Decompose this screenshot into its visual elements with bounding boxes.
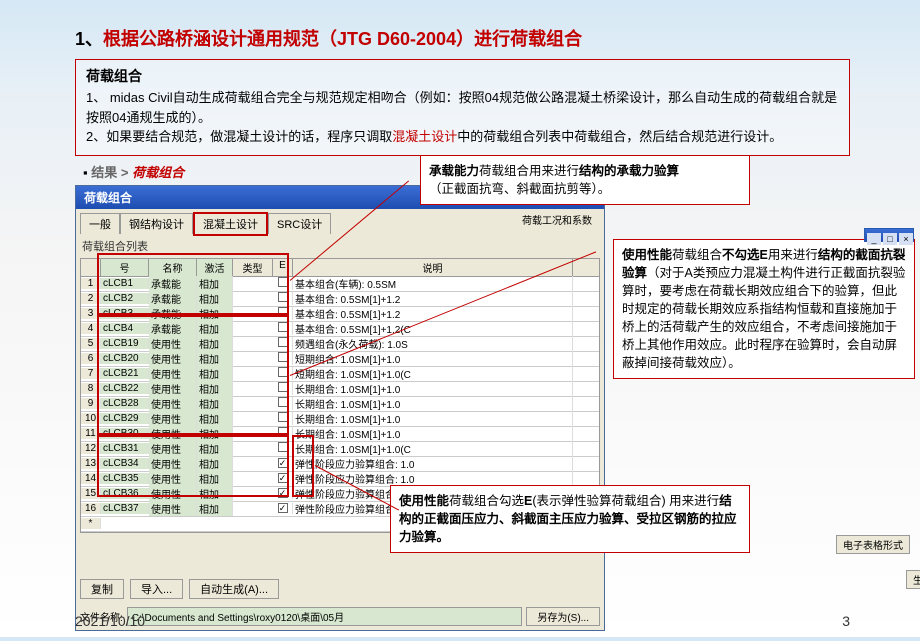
- copy-button[interactable]: 复制: [80, 579, 124, 599]
- callout-1: 承载能力荷载组合用来进行结构的承载力验算（正截面抗弯、斜截面抗剪等）。: [420, 155, 750, 205]
- table-row[interactable]: 2cLCB2承载能相加基本组合: 0.5SM[1]+1.2: [81, 292, 599, 307]
- table-row[interactable]: 5cLCB19使用性相加频遇组合(永久荷载): 1.0S: [81, 337, 599, 352]
- gen-button[interactable]: 生成荷载组合文本文件: [906, 570, 920, 589]
- autogen-button[interactable]: 自动生成(A)...: [189, 579, 279, 599]
- table-row[interactable]: 13cLCB34使用性相加弹性阶段应力验算组合: 1.0: [81, 457, 599, 472]
- table-row[interactable]: 8cLCB22使用性相加长期组合: 1.0SM[1]+1.0: [81, 382, 599, 397]
- table-row[interactable]: 9cLCB28使用性相加长期组合: 1.0SM[1]+1.0: [81, 397, 599, 412]
- table-row[interactable]: 3cLCB3承载能相加基本组合: 0.5SM[1]+1.2: [81, 307, 599, 322]
- etable-label: 电子表格形式: [836, 535, 910, 554]
- table-row[interactable]: 10cLCB29使用性相加长期组合: 1.0SM[1]+1.0: [81, 412, 599, 427]
- tab-steel[interactable]: 钢结构设计: [120, 213, 193, 234]
- footer: 2021/10/103: [75, 613, 850, 629]
- table-row[interactable]: 4cLCB4承载能相加基本组合: 0.5SM[1]+1.2(C: [81, 322, 599, 337]
- dialog-window: 荷载组合 一般钢结构设计混凝土设计SRC设计 荷载工况和系数 荷载组合列表 号名…: [75, 185, 605, 631]
- import-button[interactable]: 导入...: [130, 579, 183, 599]
- tab-concrete[interactable]: 混凝土设计: [193, 212, 268, 236]
- window-controls[interactable]: _□×: [864, 228, 914, 242]
- tab-general[interactable]: 一般: [80, 213, 120, 234]
- tab-bar: 一般钢结构设计混凝土设计SRC设计 荷载工况和系数: [76, 209, 604, 236]
- table-row[interactable]: 12cLCB31使用性相加长期组合: 1.0SM[1]+1.0(C: [81, 442, 599, 457]
- page-title: 1、根据公路桥涵设计通用规范（JTG D60-2004）进行荷载组合: [75, 25, 850, 51]
- callout-2: 使用性能荷载组合不勾选E用来进行结构的截面抗裂验算（对于A类预应力混凝土构件进行…: [613, 239, 915, 380]
- table-row[interactable]: 1cLCB1承载能相加基本组合(车辆): 0.5SM: [81, 277, 599, 292]
- intro-box: 荷载组合 1、 midas Civil自动生成荷载组合完全与规范规定相吻合（例如…: [75, 59, 850, 156]
- table-row[interactable]: 7cLCB21使用性相加短期组合: 1.0SM[1]+1.0(C: [81, 367, 599, 382]
- tab-src[interactable]: SRC设计: [268, 213, 331, 234]
- table-row[interactable]: 11cLCB30使用性相加长期组合: 1.0SM[1]+1.0: [81, 427, 599, 442]
- callout-3: 使用性能荷载组合勾选E(表示弹性验算荷载组合) 用来进行结构的正截面压应力、斜截…: [390, 485, 750, 553]
